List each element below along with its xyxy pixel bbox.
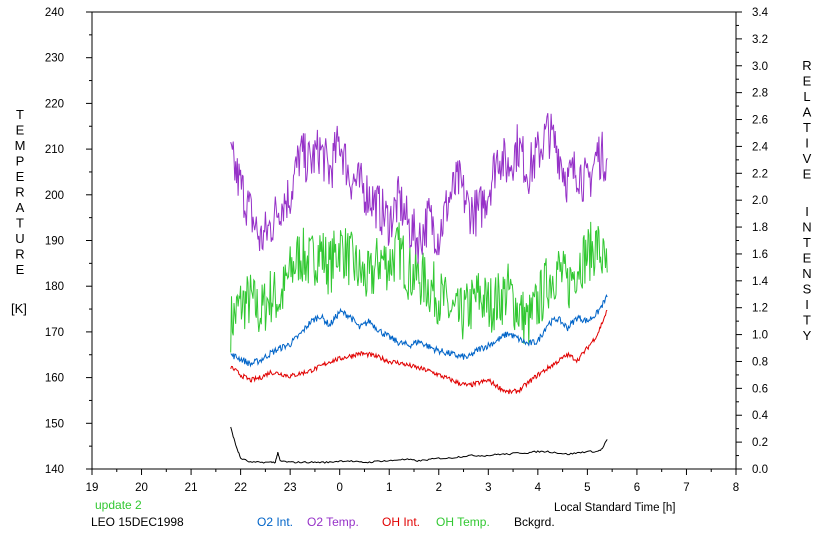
y-left-label-letter: T xyxy=(16,216,24,231)
y-right-label-letter: R xyxy=(802,58,811,73)
y-left-tick-label: 160 xyxy=(45,373,64,385)
y-right-label-letter: N xyxy=(802,220,811,235)
y-right-label-letter: I xyxy=(805,297,809,312)
y-left-tick-label: 170 xyxy=(45,327,64,339)
series-layer xyxy=(230,112,608,464)
y-right-tick-label: 1.0 xyxy=(752,330,768,342)
y-left-tick-label: 210 xyxy=(45,144,64,156)
y-right-tick-label: 1.2 xyxy=(752,303,768,315)
y-left-label-letter: U xyxy=(15,231,24,246)
left-axis-unit: [K] xyxy=(11,301,27,316)
series-line-oh-temp xyxy=(230,221,608,353)
legend-o2-int: O2 Int. xyxy=(257,515,293,529)
y-right-tick-label: 1.8 xyxy=(752,222,768,234)
legend: O2 Int. O2 Temp. OH Int. OH Temp. Bckgrd… xyxy=(257,515,555,529)
x-tick-label: 5 xyxy=(584,482,590,494)
y-left-label-letter: A xyxy=(16,200,25,215)
y-right-tick-label: 3.2 xyxy=(752,34,768,46)
x-tick-label: 1 xyxy=(386,482,392,494)
series-line-bckgrd xyxy=(230,426,608,464)
y-right-tick-label: 0.0 xyxy=(752,464,768,476)
x-tick-label: 22 xyxy=(234,482,247,494)
y-right-tick-label: 2.0 xyxy=(752,195,768,207)
y-left-label-letter: P xyxy=(16,154,25,169)
update-label: update 2 xyxy=(95,498,142,512)
x-tick-label: 20 xyxy=(135,482,148,494)
y-right-tick-label: 3.0 xyxy=(752,61,768,73)
x-tick-label: 2 xyxy=(436,482,442,494)
x-tick-label: 7 xyxy=(683,482,689,494)
y-left-label-letter: R xyxy=(15,185,24,200)
y-right-tick-label: 0.8 xyxy=(752,356,768,368)
series-line-o2-int xyxy=(230,294,608,368)
y-left-tick-label: 200 xyxy=(45,190,64,202)
y-right-label-letter: T xyxy=(803,313,811,328)
y-right-label-letter: T xyxy=(803,120,811,135)
y-right-label-letter: Y xyxy=(803,328,812,343)
y-right-label-letter: L xyxy=(803,89,810,104)
y-right-label-letter: E xyxy=(803,251,812,266)
y-left-tick-label: 240 xyxy=(45,7,64,19)
y-left-label-letter: E xyxy=(16,262,25,277)
y-right-tick-label: 0.4 xyxy=(752,410,769,422)
y-right-tick-label: 2.8 xyxy=(752,88,768,100)
y-left-label-letter: M xyxy=(15,138,26,153)
x-tick-label: 0 xyxy=(336,482,342,494)
y-left-tick-label: 140 xyxy=(45,464,64,476)
y-left-tick-label: 190 xyxy=(45,236,64,248)
x-tick-label: 19 xyxy=(86,482,99,494)
x-tick-label: 21 xyxy=(185,482,198,494)
y-left-label-letter: E xyxy=(16,169,25,184)
y-right-label-letter: N xyxy=(802,266,811,281)
y-right-tick-label: 2.4 xyxy=(752,141,769,153)
x-tick-label: 4 xyxy=(535,482,542,494)
y-right-label-letter: S xyxy=(803,282,812,297)
y-left-tick-label: 150 xyxy=(45,418,64,430)
y-left-label-letter: R xyxy=(15,247,24,262)
x-tick-label: 6 xyxy=(634,482,640,494)
legend-oh-int: OH Int. xyxy=(382,515,420,529)
y-right-label-letter: T xyxy=(803,235,811,250)
axes: 19 20 21 22 23 0 1 2 3 4 5 6 7 8140150160170180190200… xyxy=(45,7,769,494)
y-left-label-letter: E xyxy=(16,123,25,138)
y-right-label-letter: E xyxy=(803,167,812,182)
y-right-tick-label: 3.4 xyxy=(752,7,769,19)
y-right-label-letter: E xyxy=(803,74,812,89)
x-tick-label: 23 xyxy=(284,482,297,494)
y-left-tick-label: 230 xyxy=(45,53,64,65)
legend-oh-temp: OH Temp. xyxy=(436,515,490,529)
y-left-tick-label: 180 xyxy=(45,281,64,293)
y-right-tick-label: 1.6 xyxy=(752,249,768,261)
legend-bckgrd: Bckgrd. xyxy=(514,515,555,529)
series-line-o2-temp xyxy=(230,112,608,264)
y-left-label-letter: T xyxy=(16,107,24,122)
y-right-label-letter: A xyxy=(803,105,812,120)
y-right-tick-label: 0.2 xyxy=(752,437,768,449)
y-right-tick-label: 0.6 xyxy=(752,383,768,395)
series-line-oh-int xyxy=(230,309,608,395)
y-right-label-letter: V xyxy=(803,151,812,166)
y-right-tick-label: 2.6 xyxy=(752,115,768,127)
x-axis-label: Local Standard Time [h] xyxy=(554,502,675,514)
y-right-tick-label: 1.4 xyxy=(752,276,769,288)
y-left-tick-label: 220 xyxy=(45,98,64,110)
y-right-tick-label: 2.2 xyxy=(752,168,768,180)
left-axis-unit-text: [K] xyxy=(11,301,27,316)
x-tick-label: 3 xyxy=(485,482,491,494)
station-label: LEO 15DEC1998 xyxy=(91,515,184,529)
y-right-label-letter: I xyxy=(805,136,809,151)
legend-o2-temp: O2 Temp. xyxy=(307,515,359,529)
y-right-label-letter: I xyxy=(805,204,809,219)
x-tick-label: 8 xyxy=(733,482,739,494)
